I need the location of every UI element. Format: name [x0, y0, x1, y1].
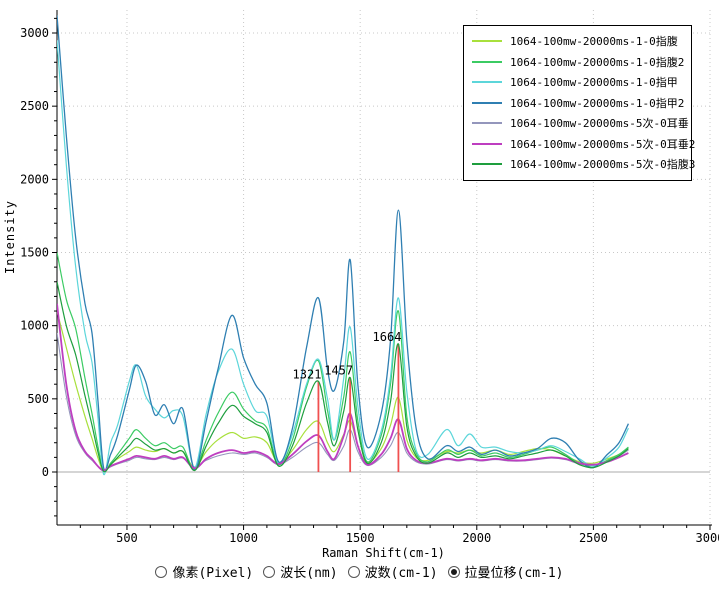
- legend-label: 1064-100mw-20000ms-5次-0耳垂2: [510, 137, 696, 151]
- legend-label: 1064-100mw-20000ms-5次-0耳垂: [510, 117, 689, 131]
- legend-color-swatch: [472, 60, 502, 63]
- radio-unselected-icon[interactable]: [347, 565, 360, 578]
- y-tick-label: 2000: [20, 172, 49, 186]
- y-tick-label: 500: [27, 392, 49, 406]
- x-tick-label: 2000: [462, 531, 491, 545]
- radio-label: 波数(cm-1): [364, 566, 438, 581]
- x-tick-label: 3000: [696, 531, 719, 545]
- radio-unselected-icon[interactable]: [155, 565, 168, 578]
- series-line-3: [57, 40, 629, 476]
- x-axis-title: Raman Shift(cm-1): [322, 546, 445, 560]
- legend-item: 1064-100mw-20000ms-5次-0耳垂2: [472, 134, 695, 155]
- x-unit-radio-group: 像素(Pixel) 波长(nm) 波数(cm-1) 拉曼位移(cm-1): [0, 562, 719, 581]
- chart-legend: 1064-100mw-20000ms-1-0指腹 1064-100mw-20000…: [463, 25, 695, 181]
- legend-label: 1064-100mw-20000ms-1-0指甲2: [510, 96, 685, 110]
- legend-item: 1064-100mw-20000ms-5次-0耳垂: [472, 113, 689, 134]
- legend-color-swatch: [472, 81, 502, 84]
- radio-option-3[interactable]: 波数(cm-1): [347, 562, 438, 581]
- legend-color-swatch: [472, 101, 502, 104]
- series-line-6: [57, 303, 629, 472]
- legend-color-swatch: [472, 142, 502, 145]
- radio-option-2[interactable]: 波长(nm): [263, 562, 338, 581]
- legend-label: 1064-100mw-20000ms-5次-0指腹3: [510, 158, 696, 172]
- y-tick-label: 1000: [20, 319, 49, 333]
- legend-label: 1064-100mw-20000ms-1-0指腹2: [510, 55, 685, 69]
- radio-option-1[interactable]: 像素(Pixel): [155, 562, 253, 581]
- radio-selected-icon[interactable]: [447, 565, 460, 578]
- y-tick-label: 2500: [20, 99, 49, 113]
- x-tick-label: 500: [116, 531, 138, 545]
- peak-label-1457: 1457: [324, 364, 353, 378]
- raman-spectrum-chart: 500 1000 1500 2000 2500 3000 0 500 1000 1500 2000 2…: [20, 10, 719, 545]
- radio-option-4[interactable]: 拉曼位移(cm-1): [447, 562, 564, 581]
- spectra-curves-top: [57, 281, 629, 473]
- x-tick-label: 2500: [579, 531, 608, 545]
- radio-label: 像素(Pixel): [172, 566, 254, 581]
- series-line-7: [57, 281, 629, 473]
- series-line-4: [57, 15, 629, 471]
- radio-unselected-icon[interactable]: [263, 565, 276, 578]
- legend-label: 1064-100mw-20000ms-1-0指腹: [510, 35, 678, 49]
- legend-item: 1064-100mw-20000ms-1-0指甲2: [472, 93, 685, 114]
- legend-item: 1064-100mw-20000ms-1-0指腹: [472, 31, 683, 52]
- legend-color-swatch: [472, 163, 502, 166]
- radio-label: 波长(nm): [280, 566, 338, 581]
- axes: 500 1000 1500 2000 2500 3000 0 500 1000 1500 2000 2…: [20, 10, 719, 545]
- peak-label-1321: 1321: [293, 367, 322, 381]
- y-axis-title: Intensity: [3, 200, 17, 275]
- y-tick-label: 0: [42, 465, 49, 479]
- series-line-2: [57, 252, 629, 472]
- peak-label-1664: 1664: [373, 330, 402, 344]
- legend-item: 1064-100mw-20000ms-1-0指腹2: [472, 52, 685, 73]
- x-tick-label: 1000: [229, 531, 258, 545]
- legend-color-swatch: [472, 40, 502, 43]
- radio-label: 拉曼位移(cm-1): [464, 566, 564, 581]
- x-tick-label: 1500: [346, 531, 375, 545]
- spectra-curves: [57, 15, 629, 476]
- y-tick-label: 1500: [20, 246, 49, 260]
- legend-label: 1064-100mw-20000ms-1-0指甲: [510, 76, 678, 90]
- series-line-1: [57, 310, 629, 473]
- y-tick-label: 3000: [20, 26, 49, 40]
- legend-color-swatch: [472, 122, 502, 125]
- legend-item: 1064-100mw-20000ms-5次-0指腹3: [472, 154, 695, 175]
- legend-item: 1064-100mw-20000ms-1-0指甲: [472, 72, 683, 93]
- peak-annotations: 1321 1457 1664: [293, 330, 402, 472]
